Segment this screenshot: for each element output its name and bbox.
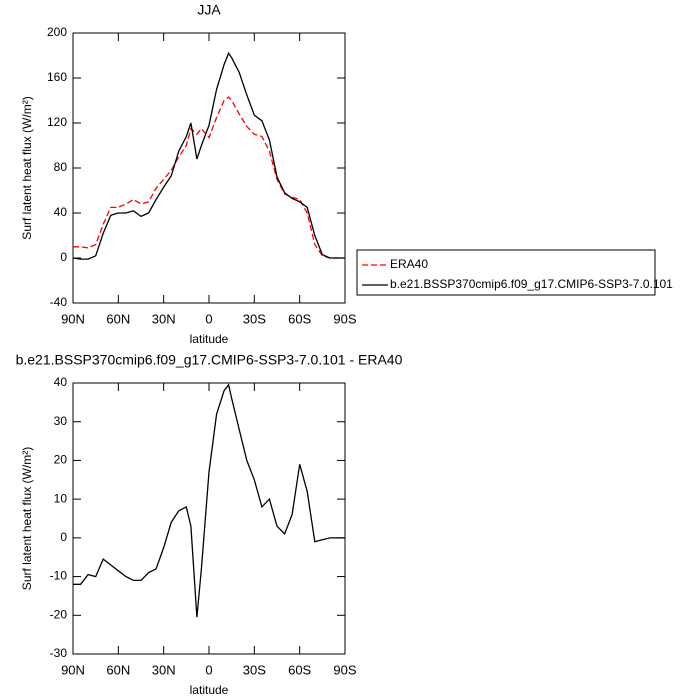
- y-tick-label: 0: [60, 530, 67, 544]
- data-line: [73, 383, 345, 618]
- y-tick-label: 10: [54, 491, 68, 505]
- x-tick-label: 0: [205, 662, 212, 677]
- y-tick-label: -40: [50, 295, 68, 309]
- y-tick-label: 40: [54, 205, 68, 219]
- x-tick-label: 60S: [288, 662, 311, 677]
- y-tick-label: 40: [54, 375, 68, 389]
- x-tick-label: 90S: [333, 662, 356, 677]
- x-tick-label: 60N: [106, 311, 130, 326]
- y-tick-label: -30: [50, 646, 68, 660]
- y-axis-label: Surf latent heat flux (W/m²): [20, 447, 34, 590]
- y-tick-label: 160: [47, 70, 67, 84]
- y-tick-label: 80: [54, 160, 68, 174]
- x-tick-label: 30S: [243, 662, 266, 677]
- x-tick-label: 60S: [288, 311, 311, 326]
- y-tick-label: -20: [50, 607, 68, 621]
- x-tick-label: 60N: [106, 662, 130, 677]
- x-tick-label: 90N: [61, 662, 85, 677]
- y-tick-label: 20: [54, 453, 68, 467]
- y-tick-label: 0: [60, 250, 67, 264]
- legend-label: b.e21.BSSP370cmip6.f09_g17.CMIP6-SSP3-7.…: [390, 277, 673, 291]
- y-tick-label: 200: [47, 25, 67, 39]
- plot-frame: [72, 382, 346, 655]
- legend-box: [356, 249, 656, 296]
- x-tick-label: 90S: [333, 311, 356, 326]
- x-tick-label: 30S: [243, 311, 266, 326]
- x-axis-label: latitude: [190, 683, 229, 697]
- legend-label: ERA40: [390, 257, 428, 271]
- y-tick-label: -10: [50, 569, 68, 583]
- chart-title: b.e21.BSSP370cmip6.f09_g17.CMIP6-SSP3-7.…: [16, 352, 403, 368]
- x-axis-label: latitude: [190, 332, 229, 346]
- y-axis-label: Surf latent heat flux (W/m²): [20, 96, 34, 239]
- y-tick-label: 30: [54, 414, 68, 428]
- data-line: [73, 96, 345, 259]
- x-tick-label: 30N: [152, 662, 176, 677]
- x-tick-label: 0: [205, 311, 212, 326]
- x-tick-label: 30N: [152, 311, 176, 326]
- x-tick-label: 90N: [61, 311, 85, 326]
- chart-title: JJA: [197, 2, 221, 18]
- plot-frame: [72, 32, 346, 304]
- data-line: [72, 51, 345, 260]
- y-tick-label: 120: [47, 115, 67, 129]
